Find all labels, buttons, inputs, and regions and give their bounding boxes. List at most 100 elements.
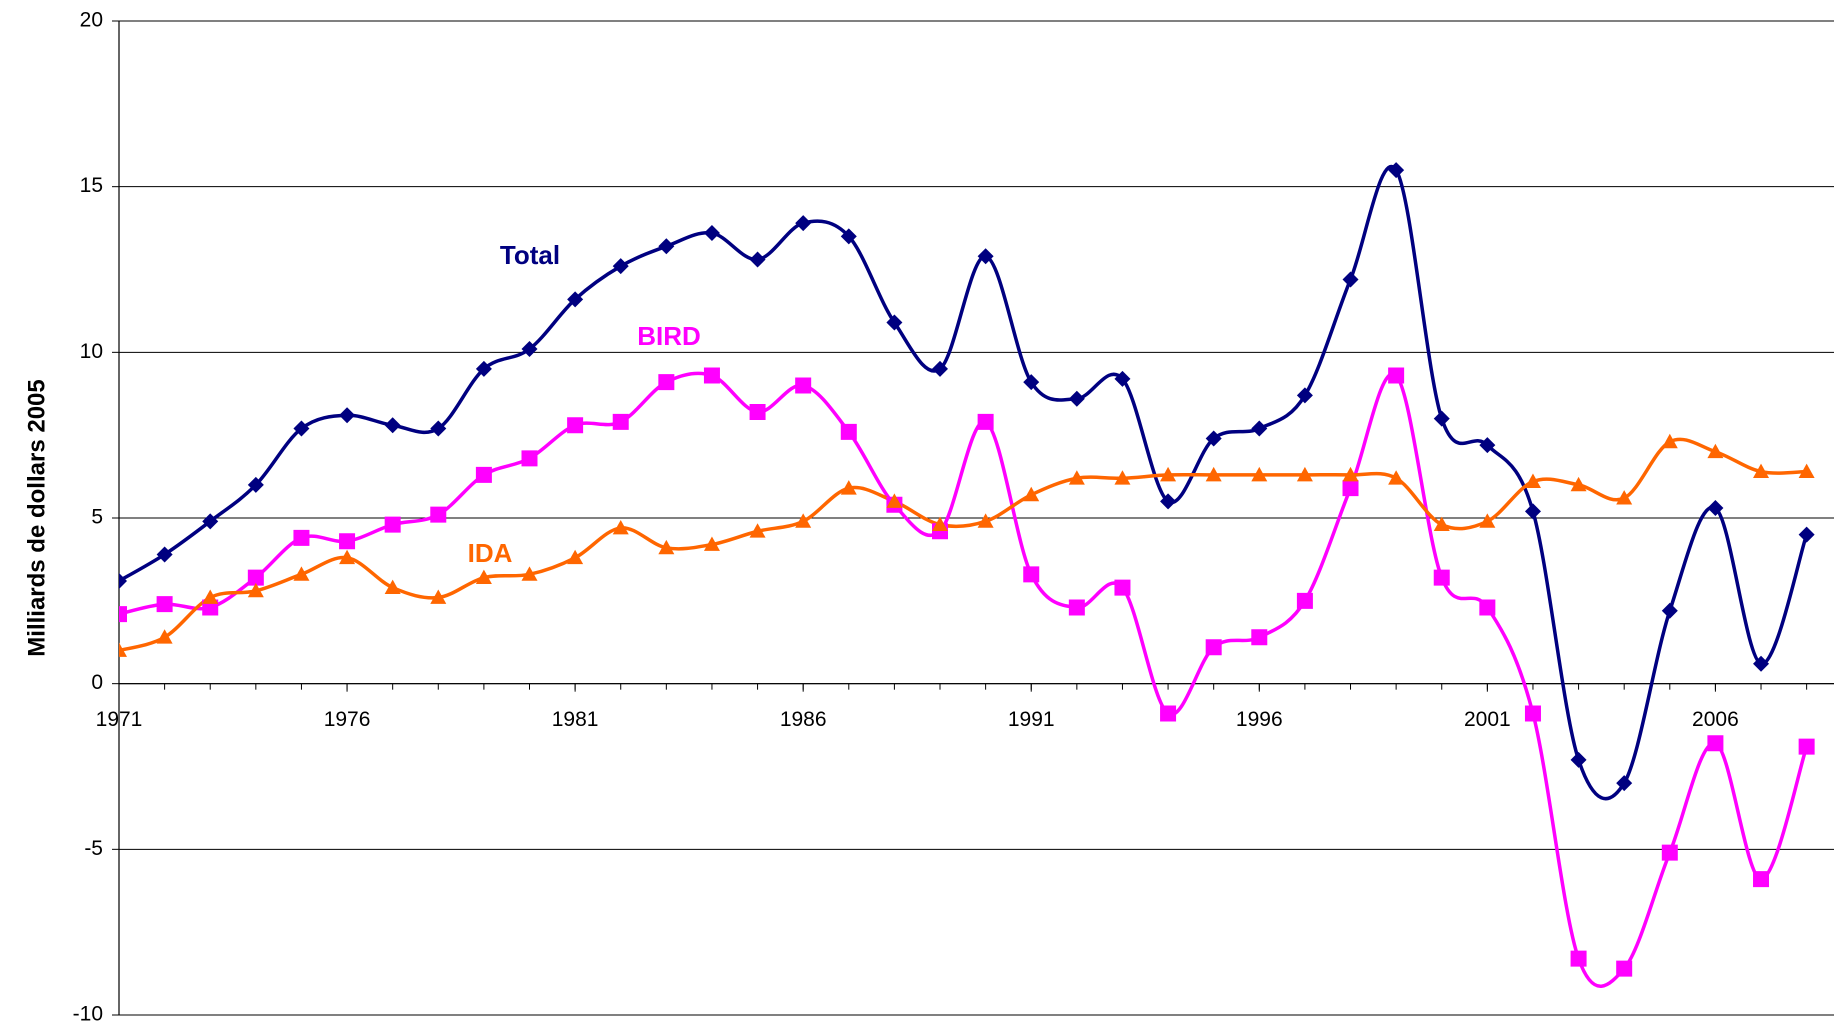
marker (1251, 629, 1268, 646)
x-tick-label: 1976 (324, 708, 371, 731)
marker (1616, 775, 1633, 792)
marker (840, 423, 857, 440)
marker (247, 582, 264, 598)
marker (567, 291, 584, 308)
marker (977, 248, 994, 265)
y-tick-label: 10 (80, 340, 103, 363)
marker (119, 642, 127, 657)
marker (384, 579, 401, 594)
marker (840, 228, 857, 245)
marker (977, 413, 994, 430)
marker (1251, 420, 1268, 437)
marker (293, 420, 310, 437)
marker (1479, 599, 1496, 616)
marker (1753, 871, 1770, 888)
marker (1433, 410, 1450, 427)
marker (293, 566, 310, 581)
marker (1707, 735, 1724, 752)
marker (1205, 430, 1222, 447)
marker (339, 407, 356, 424)
marker (932, 360, 949, 377)
marker (1524, 503, 1541, 520)
marker (1798, 463, 1815, 479)
marker (1388, 470, 1405, 485)
marker (1296, 592, 1313, 609)
marker (1433, 569, 1450, 586)
marker (156, 596, 173, 613)
marker (1616, 960, 1633, 977)
marker (1707, 443, 1724, 459)
x-tick-label: 1971 (96, 708, 143, 731)
marker (1707, 500, 1724, 517)
marker (612, 258, 629, 275)
marker (1068, 599, 1085, 616)
marker (1661, 433, 1678, 449)
y-tick-label: -10 (73, 1003, 103, 1026)
marker (567, 549, 584, 565)
y-tick-label: 20 (80, 9, 103, 32)
marker (703, 225, 720, 242)
marker (430, 589, 447, 604)
marker (1661, 602, 1678, 619)
series-label: IDA (468, 538, 513, 568)
marker (840, 480, 857, 495)
marker (886, 314, 903, 331)
marker (703, 367, 720, 384)
marker (430, 420, 447, 437)
marker (1388, 162, 1405, 179)
marker (1479, 437, 1496, 454)
marker (339, 549, 356, 565)
marker (1570, 476, 1587, 492)
series-label: Total (500, 240, 560, 270)
marker (567, 417, 584, 434)
marker (1296, 387, 1313, 404)
marker (1798, 738, 1815, 755)
marker (475, 569, 492, 585)
marker (1160, 466, 1177, 482)
marker (932, 516, 949, 532)
marker (612, 519, 629, 535)
marker (612, 413, 629, 430)
marker (1524, 705, 1541, 722)
marker (1524, 473, 1541, 488)
marker (795, 513, 812, 528)
x-tick-label: 2001 (1464, 708, 1511, 731)
marker (1570, 950, 1587, 967)
grid: -10 -5 0 5 10 15 20 1971 1976 1981 1986 1991 1996 200… (73, 9, 1834, 1026)
marker (795, 377, 812, 394)
marker (1114, 470, 1131, 485)
marker (156, 629, 173, 644)
marker (202, 513, 219, 530)
marker (1388, 367, 1405, 384)
marker (977, 513, 994, 528)
marker (749, 523, 766, 538)
marker (1479, 513, 1496, 528)
marker (703, 536, 720, 551)
marker (1342, 480, 1359, 497)
marker (1753, 655, 1770, 672)
marker (1616, 490, 1633, 505)
marker (475, 466, 492, 483)
marker (658, 539, 675, 555)
series-line (119, 165, 1809, 801)
marker (293, 529, 310, 546)
marker (1068, 390, 1085, 407)
marker (119, 606, 127, 623)
x-tick-label: 1986 (780, 708, 827, 731)
x-tick-label: 1981 (552, 708, 599, 731)
marker (247, 476, 264, 493)
marker (1798, 526, 1815, 543)
marker (384, 516, 401, 533)
marker (521, 450, 538, 467)
marker (795, 215, 812, 232)
marker (1160, 493, 1177, 510)
marker (339, 533, 356, 550)
marker (1160, 705, 1177, 722)
marker (1068, 470, 1085, 485)
marker (475, 360, 492, 377)
marker (1342, 271, 1359, 288)
marker (1661, 844, 1678, 861)
marker (658, 374, 675, 391)
marker (749, 403, 766, 420)
marker (1205, 639, 1222, 656)
